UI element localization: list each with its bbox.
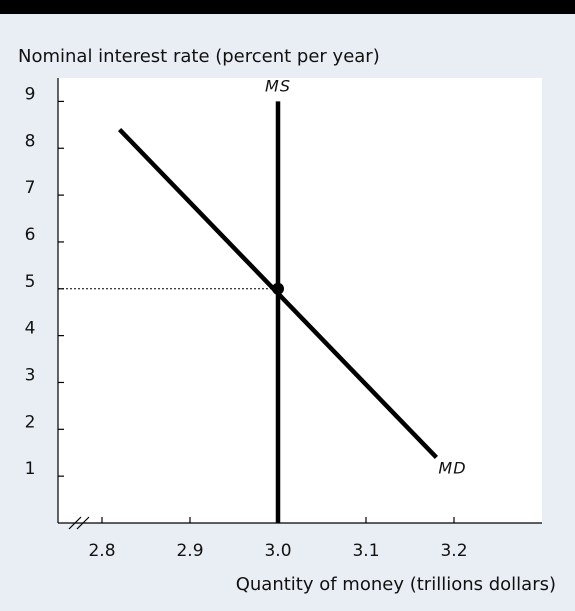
y-tick-label: 4 (25, 319, 36, 339)
ms-curve-label: MS (265, 76, 291, 95)
y-tick-label: 6 (25, 225, 36, 245)
y-tick-label: 5 (25, 272, 36, 292)
x-tick-label: 2.8 (88, 541, 115, 561)
y-tick-label: 3 (25, 365, 36, 385)
y-tick-label: 7 (25, 178, 36, 198)
plot-area (58, 78, 542, 523)
top-bar (0, 0, 575, 14)
md-curve-label: MD (438, 458, 466, 477)
x-axis-title: Quantity of money (trillions dollars) (236, 574, 556, 595)
plot-layer: 1 2 3 4 5 6 7 8 9 2.8 2.9 3.0 3.1 3.2 MS MD (25, 76, 542, 561)
y-tick-label: 8 (25, 131, 36, 151)
x-tick-label: 3.2 (440, 541, 467, 561)
y-tick-label: 2 (25, 412, 36, 432)
y-axis-title: Nominal interest rate (percent per year) (18, 46, 380, 67)
axis-break-mark (76, 516, 90, 530)
x-tick-label: 3.0 (264, 541, 291, 561)
equilibrium-point (272, 282, 284, 295)
y-tick-label: 1 (25, 459, 36, 479)
axis-break-mark (68, 516, 82, 530)
x-tick-label: 3.1 (352, 541, 379, 561)
y-tick-label: 9 (25, 84, 36, 104)
x-tick-label: 2.9 (176, 541, 203, 561)
